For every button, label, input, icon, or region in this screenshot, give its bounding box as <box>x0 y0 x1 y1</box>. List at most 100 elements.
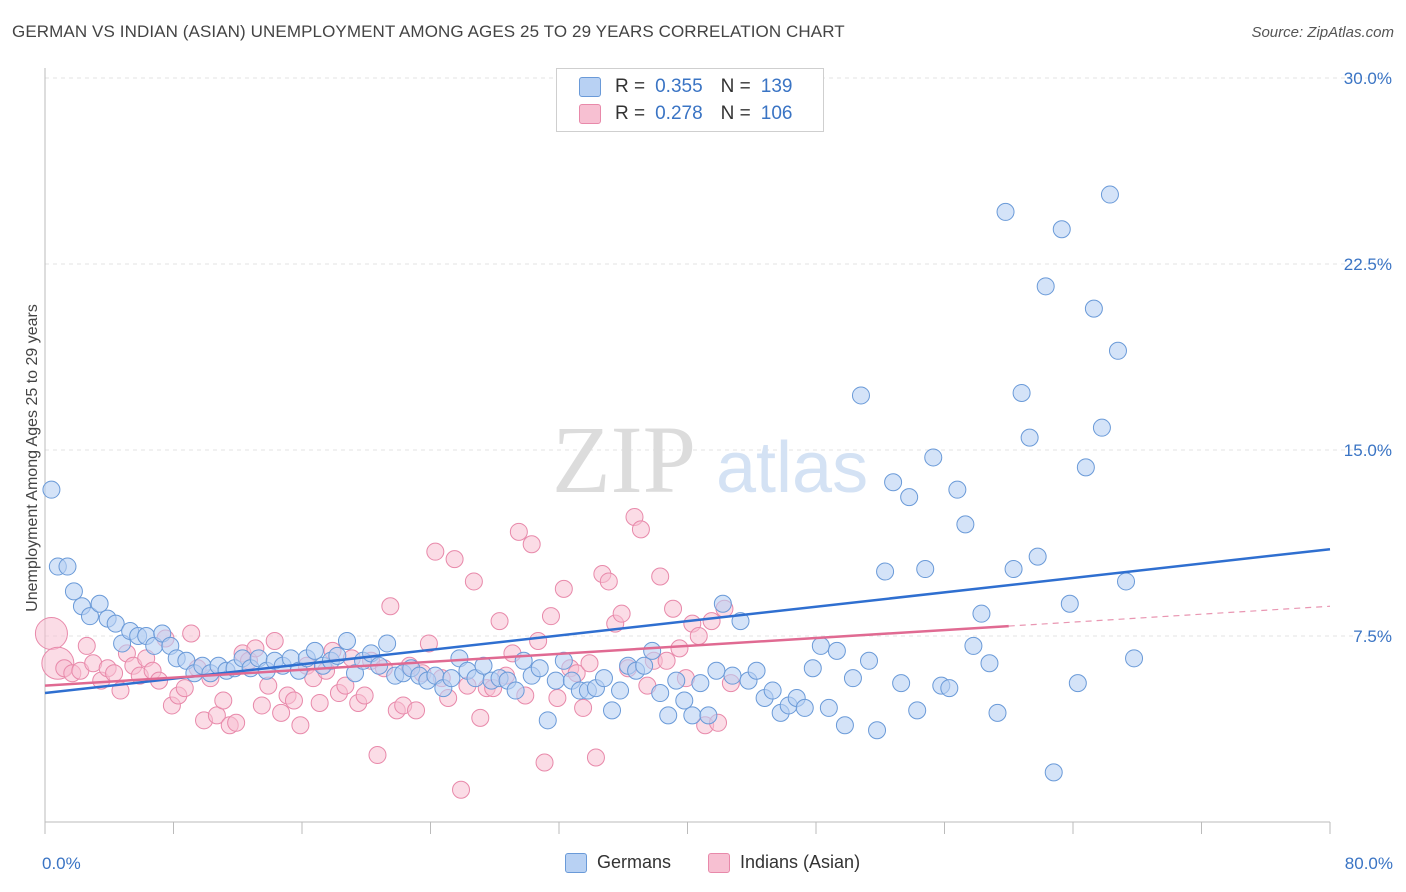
germans-point <box>659 706 678 725</box>
indians-point <box>529 631 548 650</box>
indians-point <box>272 703 291 722</box>
germans-point <box>546 671 565 690</box>
indians-point <box>426 542 445 561</box>
indians-point <box>574 698 593 717</box>
germans-point <box>554 651 573 670</box>
germans-point <box>1020 428 1039 447</box>
y-tick-label: 30.0% <box>1344 69 1392 88</box>
germans-point <box>1108 341 1127 360</box>
germans-point <box>699 706 718 725</box>
germans-point <box>64 582 83 601</box>
germans-point <box>42 480 61 499</box>
indians-point <box>252 696 271 715</box>
germans-point <box>90 594 109 613</box>
germans-point <box>868 721 887 740</box>
germans-point <box>964 636 983 655</box>
indians-point <box>464 572 483 591</box>
germans-point <box>635 656 654 675</box>
y-axis-label: Unemployment Among Ages 25 to 29 years <box>24 304 41 612</box>
germans-point <box>1004 560 1023 579</box>
germans-point <box>892 674 911 693</box>
germans-point <box>603 701 622 720</box>
watermark-zip: ZIP <box>552 406 696 513</box>
germans-point <box>594 669 613 688</box>
legend-n-value: 139 <box>760 76 793 97</box>
indians-point <box>490 612 509 631</box>
legend-n-label: N = <box>720 76 751 97</box>
indians-point <box>689 627 708 645</box>
germans-point <box>924 448 943 467</box>
indians-point <box>657 651 676 670</box>
germans-point <box>305 641 324 660</box>
watermark-atlas: atlas <box>716 428 868 508</box>
chart-title: GERMAN VS INDIAN (ASIAN) UNEMPLOYMENT AM… <box>12 22 845 41</box>
indians-point <box>336 676 355 695</box>
germans-point <box>80 607 99 626</box>
legend-r-value: 0.278 <box>655 103 703 124</box>
germans-point <box>827 641 846 660</box>
indians-point <box>541 607 560 626</box>
germans-point <box>803 659 822 678</box>
indians-point <box>631 520 650 539</box>
germans-point <box>643 641 662 660</box>
germans-point <box>675 691 694 710</box>
germans-point <box>980 654 999 673</box>
germans-point <box>763 681 782 700</box>
legend-n-label: N = <box>720 103 751 124</box>
germans-point <box>1052 220 1071 239</box>
indians-point <box>291 716 310 735</box>
y-tick-label: 22.5% <box>1344 255 1392 274</box>
germans-point <box>707 661 726 680</box>
germans-point <box>1028 547 1047 566</box>
x-tick-label: 0.0% <box>42 854 81 873</box>
legend-r-label: R = <box>615 103 646 124</box>
germans-point <box>667 671 686 690</box>
germans-point <box>1044 763 1063 782</box>
indians-point <box>702 612 721 631</box>
germans-point <box>795 698 814 717</box>
germans-point <box>747 661 766 680</box>
germans-point <box>811 636 830 655</box>
indians-trend-extension <box>1008 605 1331 627</box>
indians-point <box>77 636 96 655</box>
germans-point <box>1012 383 1031 402</box>
germans-point <box>908 701 927 720</box>
indians-point <box>445 550 464 569</box>
germans-point <box>900 488 919 507</box>
grid-lines <box>45 77 1390 637</box>
germans-point <box>474 656 493 675</box>
germans-point <box>1068 674 1087 693</box>
germans-point <box>1117 572 1136 591</box>
source-label: Source: ZipAtlas.com <box>1251 24 1394 41</box>
germans-point <box>106 614 125 633</box>
trend-lines <box>44 547 1331 695</box>
germans-point <box>972 604 991 623</box>
germans-point <box>378 634 397 653</box>
bottom-legend-label-indians: Indians (Asian) <box>740 852 861 872</box>
indians-point <box>471 708 490 727</box>
legend-swatch-indians <box>579 104 601 124</box>
legend-n-value: 106 <box>760 103 793 124</box>
germans-point <box>611 681 630 700</box>
indians-point <box>259 676 278 695</box>
legend-r-label: R = <box>615 76 646 97</box>
indians-point <box>522 535 541 554</box>
bottom-legend: Germans Indians (Asian) <box>0 852 1406 876</box>
germans-point <box>948 480 967 499</box>
legend-row-indians: R = 0.278 N = 106 <box>579 103 792 125</box>
tick-labels: 7.5% 15.0% 22.5% 30.0% 0.0% 80.0% <box>42 69 1393 873</box>
germans-point <box>884 473 903 492</box>
germans-point <box>1084 299 1103 318</box>
bottom-legend-swatch-indians <box>708 852 730 873</box>
indians-point <box>670 639 689 658</box>
germans-point <box>1100 185 1119 204</box>
germans-point <box>1060 594 1079 613</box>
legend-row-germans: R = 0.355 N = 139 <box>579 76 792 98</box>
indians-point <box>265 631 284 650</box>
indians-point <box>310 693 329 712</box>
germans-point <box>819 698 838 717</box>
indians-point <box>580 654 599 673</box>
indians-point <box>535 753 554 772</box>
indians-point <box>368 746 387 765</box>
germans-point <box>723 666 742 685</box>
